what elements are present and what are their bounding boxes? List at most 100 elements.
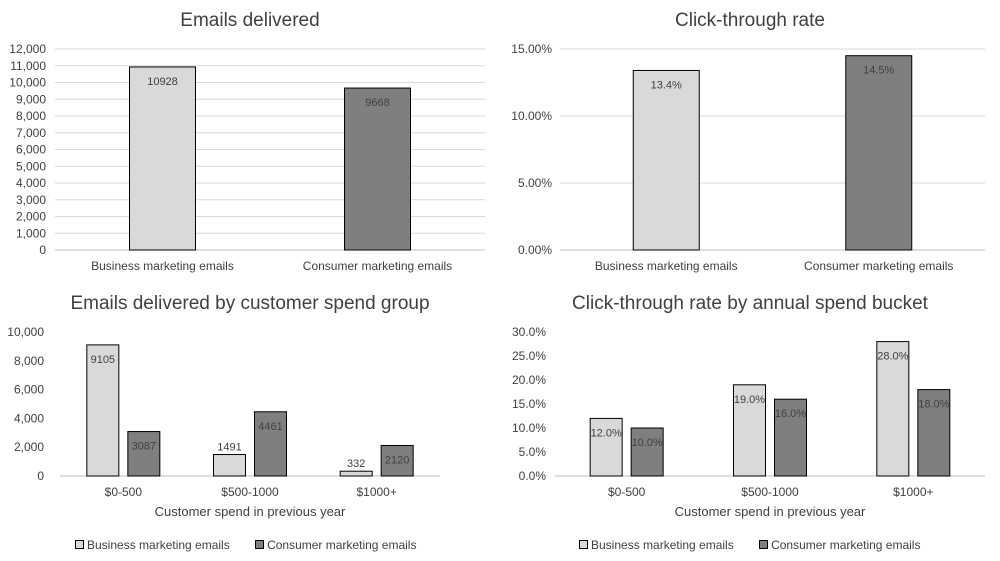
y-tick-label: 4,000 <box>14 411 44 425</box>
bar <box>127 431 161 477</box>
y-tick-label: 12,000 <box>9 42 46 56</box>
legend-item-business: Business marketing emails <box>579 538 734 552</box>
y-tick-label: 10,000 <box>9 76 46 90</box>
y-tick-label: 9,000 <box>16 92 46 106</box>
y-tick-label: 0 <box>39 243 46 257</box>
x-tick-label: $1000+ <box>893 485 933 499</box>
chart-emails-delivered: Emails delivered 0 1,000 2,000 3,000 4,000 5,… <box>0 0 500 280</box>
y-tick-label: 6,000 <box>16 143 46 157</box>
data-label: 2120 <box>385 454 409 466</box>
chart-ctr-by-spend-bucket: Click-through rate by annual spend bucke… <box>500 283 1000 561</box>
bar <box>213 454 246 477</box>
data-label: 4461 <box>258 421 282 433</box>
data-label: 332 <box>347 458 365 470</box>
y-tick-label: 0 <box>37 469 44 483</box>
y-tick-label: 0.00% <box>518 243 552 257</box>
x-tick-label: $500-1000 <box>741 485 799 499</box>
chart-svg: 0 2,000 4,000 6,000 8,000 10,000 $0-500 9105 308… <box>7 325 440 519</box>
bar <box>129 66 196 251</box>
bar <box>774 398 807 477</box>
chart-svg: 0.00% 5.00% 10.00% 15.00% Business marketing… <box>511 42 985 273</box>
data-label: 16.0% <box>775 408 806 420</box>
y-tick-label: 20.0% <box>512 373 546 387</box>
legend-swatch-consumer <box>759 540 769 550</box>
legend-swatch-consumer <box>255 540 265 550</box>
chart-svg: 0.0% 5.0% 10.0% 15.0% 20.0% 25.0% 30.0% $0-500 1… <box>512 325 985 519</box>
y-tick-label: 4,000 <box>16 176 46 190</box>
legend-label: Business marketing emails <box>87 538 230 552</box>
legend-label: Consumer marketing emails <box>771 538 921 552</box>
legend-item-consumer: Consumer marketing emails <box>255 538 416 552</box>
x-axis-title: Customer spend in previous year <box>675 504 866 519</box>
data-label: 14.5% <box>863 65 894 77</box>
y-tick-label: 2,000 <box>14 440 44 454</box>
bar <box>86 344 120 477</box>
data-label: 9668 <box>365 97 389 109</box>
y-tick-label: 15.0% <box>512 397 546 411</box>
bar <box>344 87 411 251</box>
bar <box>380 444 414 477</box>
y-tick-label: 8,000 <box>14 354 44 368</box>
data-label: 19.0% <box>734 394 765 406</box>
y-tick-label: 10.0% <box>512 421 546 435</box>
y-tick-label: 2,000 <box>16 210 46 224</box>
legend-item-consumer: Consumer marketing emails <box>759 538 920 552</box>
bar <box>589 417 623 477</box>
y-tick-label: 15.00% <box>511 42 552 56</box>
x-axis-title: Customer spend in previous year <box>155 504 346 519</box>
chart-emails-by-spend-group: Emails delivered by customer spend group… <box>0 283 500 561</box>
bar <box>845 55 913 251</box>
y-tick-label: 5.0% <box>519 445 547 459</box>
legend-label: Consumer marketing emails <box>267 538 417 552</box>
chart-title: Click-through rate by annual spend bucke… <box>572 293 928 314</box>
x-tick-label: $0-500 <box>105 485 143 499</box>
y-tick-label: 8,000 <box>16 109 46 123</box>
chart-title: Click-through rate <box>675 10 825 31</box>
y-tick-label: 7,000 <box>16 126 46 140</box>
y-tick-label: 10,000 <box>7 325 44 339</box>
y-tick-label: 30.0% <box>512 325 546 339</box>
y-tick-label: 5.00% <box>518 176 552 190</box>
data-label: 10.0% <box>632 437 663 449</box>
x-tick-label: Business marketing emails <box>91 259 234 273</box>
y-tick-label: 0.0% <box>519 469 547 483</box>
bar <box>876 341 910 477</box>
data-label: 10928 <box>147 76 178 88</box>
legend-swatch-business <box>75 540 84 550</box>
legend-label: Business marketing emails <box>591 538 734 552</box>
y-tick-label: 5,000 <box>16 159 46 173</box>
y-tick-label: 3,000 <box>16 193 46 207</box>
legend-item-business: Business marketing emails <box>75 538 230 552</box>
chart-click-through-rate: Click-through rate 0.00% 5.00% 10.00% 15.00… <box>500 0 1000 280</box>
bar <box>917 389 951 477</box>
bar <box>632 69 700 251</box>
chart-svg: 0 1,000 2,000 3,000 4,000 5,000 6,000 7,000 8,00… <box>9 42 485 273</box>
bar <box>733 384 766 477</box>
data-label: 28.0% <box>877 351 908 363</box>
x-tick-label: $0-500 <box>608 485 646 499</box>
bar <box>254 411 287 477</box>
x-tick-label: Consumer marketing emails <box>804 259 953 273</box>
data-label: 3087 <box>132 441 156 453</box>
y-tick-label: 6,000 <box>14 383 44 397</box>
data-label: 9105 <box>91 354 115 366</box>
x-tick-label: Consumer marketing emails <box>303 259 452 273</box>
y-tick-label: 25.0% <box>512 349 546 363</box>
y-tick-label: 10.00% <box>511 109 552 123</box>
y-tick-label: 11,000 <box>10 59 46 73</box>
data-label: 12.0% <box>591 427 622 439</box>
bar <box>630 427 664 477</box>
chart-legend: Business marketing emails Consumer marke… <box>75 538 438 552</box>
data-label: 1491 <box>217 442 241 454</box>
data-label: 18.0% <box>918 399 949 411</box>
chart-title: Emails delivered by customer spend group <box>70 293 430 314</box>
chart-legend: Business marketing emails Consumer marke… <box>579 538 942 552</box>
x-tick-label: $500-1000 <box>221 485 279 499</box>
bar <box>339 470 373 477</box>
legend-swatch-business <box>579 540 588 550</box>
data-label: 13.4% <box>651 79 682 91</box>
x-tick-label: $1000+ <box>356 485 396 499</box>
y-tick-label: 1,000 <box>16 226 46 240</box>
chart-title: Emails delivered <box>180 10 320 31</box>
x-tick-label: Business marketing emails <box>595 259 738 273</box>
